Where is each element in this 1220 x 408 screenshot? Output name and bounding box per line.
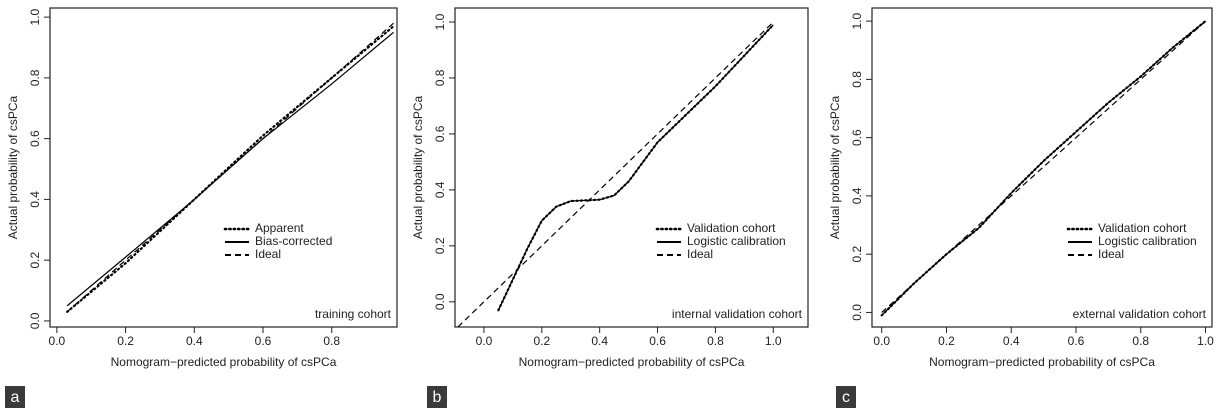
x-tick-label: 0.2 xyxy=(533,334,550,348)
calibration-line xyxy=(66,31,394,307)
calibration-line xyxy=(880,20,1207,317)
x-tick-label: 0.8 xyxy=(323,334,340,348)
legend-label: Logistic calibration xyxy=(687,234,786,248)
y-tick-label: 1.0 xyxy=(433,13,447,30)
y-axis-label: Actual probability of csPCa xyxy=(411,95,425,239)
plot-frame xyxy=(49,7,398,328)
x-tick-label: 1.0 xyxy=(765,334,782,348)
panel-label-text: b xyxy=(433,389,442,406)
calibration-line xyxy=(66,22,394,313)
calibration-line xyxy=(497,24,774,311)
y-tick-label: 0.4 xyxy=(433,181,447,198)
plot-frame xyxy=(454,7,809,328)
x-tick-label: 0.4 xyxy=(1003,334,1020,348)
annotation: training cohort xyxy=(315,307,392,321)
panel-label: b xyxy=(427,386,447,408)
panel-label-box xyxy=(427,386,447,408)
x-tick-label: 0.6 xyxy=(1068,334,1085,348)
calibration-line xyxy=(66,25,395,313)
y-tick-label: 1.0 xyxy=(850,12,864,29)
x-axis-label: Nomogram−predicted probability of csPCa xyxy=(111,355,337,369)
x-tick-label: 0.4 xyxy=(186,334,203,348)
calibration-line xyxy=(497,23,775,312)
legend-label: Ideal xyxy=(255,247,281,261)
y-tick-label: 1.0 xyxy=(28,8,42,25)
x-tick-label: 0.8 xyxy=(707,334,724,348)
legend-label: Apparent xyxy=(255,221,304,235)
legend-label: Ideal xyxy=(1098,247,1124,261)
x-tick-label: 0.0 xyxy=(49,334,66,348)
legend-label: Bias-corrected xyxy=(255,234,332,248)
panel-label-text: a xyxy=(11,389,20,406)
y-tick-label: 0.4 xyxy=(850,187,864,204)
x-tick-label: 1.0 xyxy=(1197,334,1214,348)
y-tick-label: 0.0 xyxy=(433,293,447,310)
y-tick-label: 0.2 xyxy=(433,237,447,254)
y-tick-label: 0.2 xyxy=(850,246,864,263)
x-tick-label: 0.6 xyxy=(649,334,666,348)
annotation: external validation cohort xyxy=(1073,307,1207,321)
y-tick-label: 0.2 xyxy=(28,251,42,268)
y-tick-label: 0.8 xyxy=(850,71,864,88)
panel-label-text: c xyxy=(842,389,850,406)
legend-label: Ideal xyxy=(687,247,713,261)
calibration-line xyxy=(457,21,774,328)
y-tick-label: 0.6 xyxy=(433,125,447,142)
y-tick-label: 0.0 xyxy=(850,304,864,321)
x-tick-label: 0.2 xyxy=(117,334,134,348)
x-tick-label: 0.2 xyxy=(938,334,955,348)
calibration-line xyxy=(881,20,1206,313)
y-tick-label: 0.4 xyxy=(28,191,42,208)
panel-label: a xyxy=(5,386,25,408)
calibration-line xyxy=(881,20,1206,316)
y-axis-label: Actual probability of csPCa xyxy=(828,95,842,239)
y-tick-label: 0.8 xyxy=(28,69,42,86)
y-tick-label: 0.0 xyxy=(28,312,42,329)
plot-frame xyxy=(871,7,1213,328)
legend-label: Validation cohort xyxy=(1098,221,1187,235)
x-tick-label: 0.6 xyxy=(255,334,272,348)
panel-label-box xyxy=(5,386,25,408)
legend-label: Validation cohort xyxy=(687,221,776,235)
x-axis-label: Nomogram−predicted probability of csPCa xyxy=(929,355,1155,369)
annotation: internal validation cohort xyxy=(672,307,803,321)
legend-label: Logistic calibration xyxy=(1098,234,1197,248)
y-tick-label: 0.6 xyxy=(28,130,42,147)
panel-label: c xyxy=(836,386,856,408)
x-tick-label: 0.8 xyxy=(1132,334,1149,348)
panel-label-box xyxy=(836,386,856,408)
x-tick-label: 0.0 xyxy=(873,334,890,348)
x-tick-label: 0.4 xyxy=(591,334,608,348)
x-tick-label: 0.0 xyxy=(476,334,493,348)
y-tick-label: 0.6 xyxy=(850,129,864,146)
y-tick-label: 0.8 xyxy=(433,69,447,86)
x-axis-label: Nomogram−predicted probability of csPCa xyxy=(519,355,745,369)
y-axis-label: Actual probability of csPCa xyxy=(6,95,20,239)
